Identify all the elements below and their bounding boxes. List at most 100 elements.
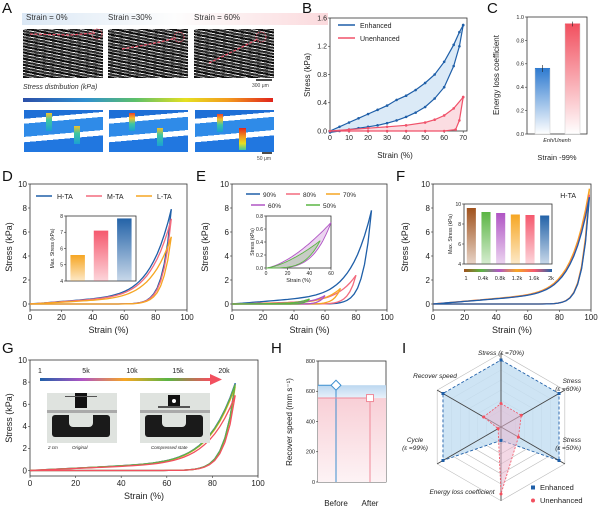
crack-circle-0 — [91, 28, 103, 40]
loading-curve-2 — [29, 236, 172, 305]
data-point — [442, 129, 446, 133]
y-tick-label: 10 — [455, 202, 461, 208]
unloading-curve-4 — [232, 298, 310, 305]
data-point — [458, 44, 461, 48]
radar-axis-label: (ε =60%) — [555, 386, 581, 393]
chart-g: 0 20 40 60 80 100 0 2 4 6 8 10 Strain (%) Stress (kPa… — [4, 356, 265, 501]
crack-circle-60 — [255, 31, 267, 43]
loading-curve-4 — [29, 395, 236, 472]
y-tick-label: 200 — [306, 450, 315, 456]
x-tick-label: 0 — [265, 271, 268, 277]
loading-curve-0 — [329, 24, 464, 132]
cycle-label: 5k — [82, 368, 90, 375]
y-tick-label: 0.6 — [256, 227, 263, 233]
photo-compressed-label: Compressed state — [151, 445, 188, 450]
y-tick-label: 4 — [23, 422, 28, 431]
radar-unenhanced-point — [482, 415, 486, 419]
inset-bar-0.4k — [481, 212, 491, 264]
plot-frame — [526, 16, 588, 135]
radar-unenhanced-area — [482, 403, 522, 495]
chart-f: 0 20 40 60 80 100 0 2 4 6 8 10 Strain (%) Stress (kPa… — [400, 180, 598, 335]
data-point — [338, 125, 341, 129]
legend-label-2: L-TA — [157, 194, 172, 201]
data-point — [385, 125, 389, 129]
radar-unenhanced-point — [499, 402, 503, 406]
x-axis-label: Strain (%) — [377, 151, 413, 160]
cycle-label: 2k — [548, 276, 554, 282]
marker-square — [366, 394, 374, 403]
y-tick-label: 8 — [23, 378, 28, 387]
y-tick-label: 4 — [458, 262, 461, 268]
legend-label-0: 90% — [263, 192, 276, 199]
x-tick-label: 100 — [584, 313, 598, 322]
y-tick-label: 10 — [421, 180, 430, 189]
inset-bar-M-TA — [93, 230, 109, 281]
micrograph-strain-0 — [23, 29, 103, 78]
x-tick-label: 20 — [71, 479, 80, 488]
inset-bar-H-TA — [117, 218, 132, 281]
y-axis-label: Stress (kPa) — [200, 222, 210, 272]
radar-enhanced-point — [499, 438, 503, 442]
y-tick-label: 2 — [23, 276, 28, 285]
data-point — [404, 124, 408, 127]
cycle-label: 1.6k — [529, 276, 540, 282]
x-tick-label: 60 — [440, 135, 448, 142]
marker-diamond — [330, 379, 342, 391]
inset-y-axis-label: Stress (kPa) — [250, 228, 256, 256]
y-tick-label: 800 — [306, 359, 315, 365]
x-tick-label: 10 — [345, 135, 353, 142]
strain-label-0: Strain = 0% — [26, 13, 68, 22]
y-tick-label: 4 — [60, 279, 63, 285]
y-tick-label: 600 — [306, 389, 315, 395]
data-point — [414, 111, 417, 114]
radar-axis-label: (ε =50%) — [555, 445, 581, 452]
unloading-curve-1 — [330, 97, 464, 132]
data-point — [376, 124, 379, 127]
legend-label-0: H-TA — [57, 194, 73, 201]
data-point — [458, 119, 461, 122]
panel-letter-g: G — [2, 340, 14, 357]
radar-axis-label: Stress — [563, 378, 582, 385]
legend-label-2: 70% — [343, 192, 356, 199]
legend-label-1: M-TA — [107, 194, 124, 201]
bar-enhanced — [534, 68, 551, 135]
data-point — [454, 128, 457, 131]
y-axis-label: Energy loss coefficient — [492, 34, 501, 115]
y-tick-label: 0 — [225, 300, 230, 309]
inset-bar-2k — [540, 215, 550, 264]
panel-letter-h: H — [271, 340, 282, 357]
y-tick-label: 6 — [458, 242, 461, 248]
radar-axis-label: Stress — [563, 437, 582, 444]
y-tick-label: 6 — [60, 246, 63, 252]
y-tick-label: 0.8 — [516, 38, 524, 44]
cycle-label: 20k — [218, 368, 230, 375]
data-point — [452, 107, 455, 110]
strain-label-30: Strain =30% — [108, 13, 152, 22]
inset-bar-1.2k — [510, 214, 520, 264]
y-tick-label: 2 — [225, 276, 230, 285]
category-label: Enh/Unenh — [543, 138, 571, 144]
data-point — [442, 114, 446, 117]
y-tick-label: 0.0 — [317, 128, 327, 135]
y-tick-label: 5 — [60, 263, 63, 269]
y-tick-label: 4 — [23, 252, 28, 261]
y-tick-label: 10 — [18, 356, 27, 365]
radar-axis-label: Recover speed — [413, 373, 457, 380]
x-tick-label: 0 — [28, 479, 33, 488]
y-tick-label: 400 — [306, 419, 315, 425]
category-label-after: After — [362, 499, 379, 508]
x-tick-label: 30 — [383, 135, 391, 142]
unloading-curve-4 — [30, 395, 236, 472]
scale-label-bottom: 50 μm — [257, 156, 271, 162]
x-tick-label: 0 — [328, 135, 332, 142]
y-tick-label: 2 — [426, 276, 431, 285]
legend-label-enhanced: Enhanced — [540, 483, 574, 492]
y-tick-label: 6 — [23, 400, 28, 409]
x-tick-label: 40 — [307, 271, 313, 277]
data-point — [423, 105, 427, 109]
y-tick-label: 8 — [426, 204, 431, 213]
data-point — [458, 30, 461, 34]
data-point — [357, 116, 360, 120]
legend-label-0: Enhanced — [360, 23, 392, 30]
fem-model-strain-60 — [195, 110, 274, 152]
